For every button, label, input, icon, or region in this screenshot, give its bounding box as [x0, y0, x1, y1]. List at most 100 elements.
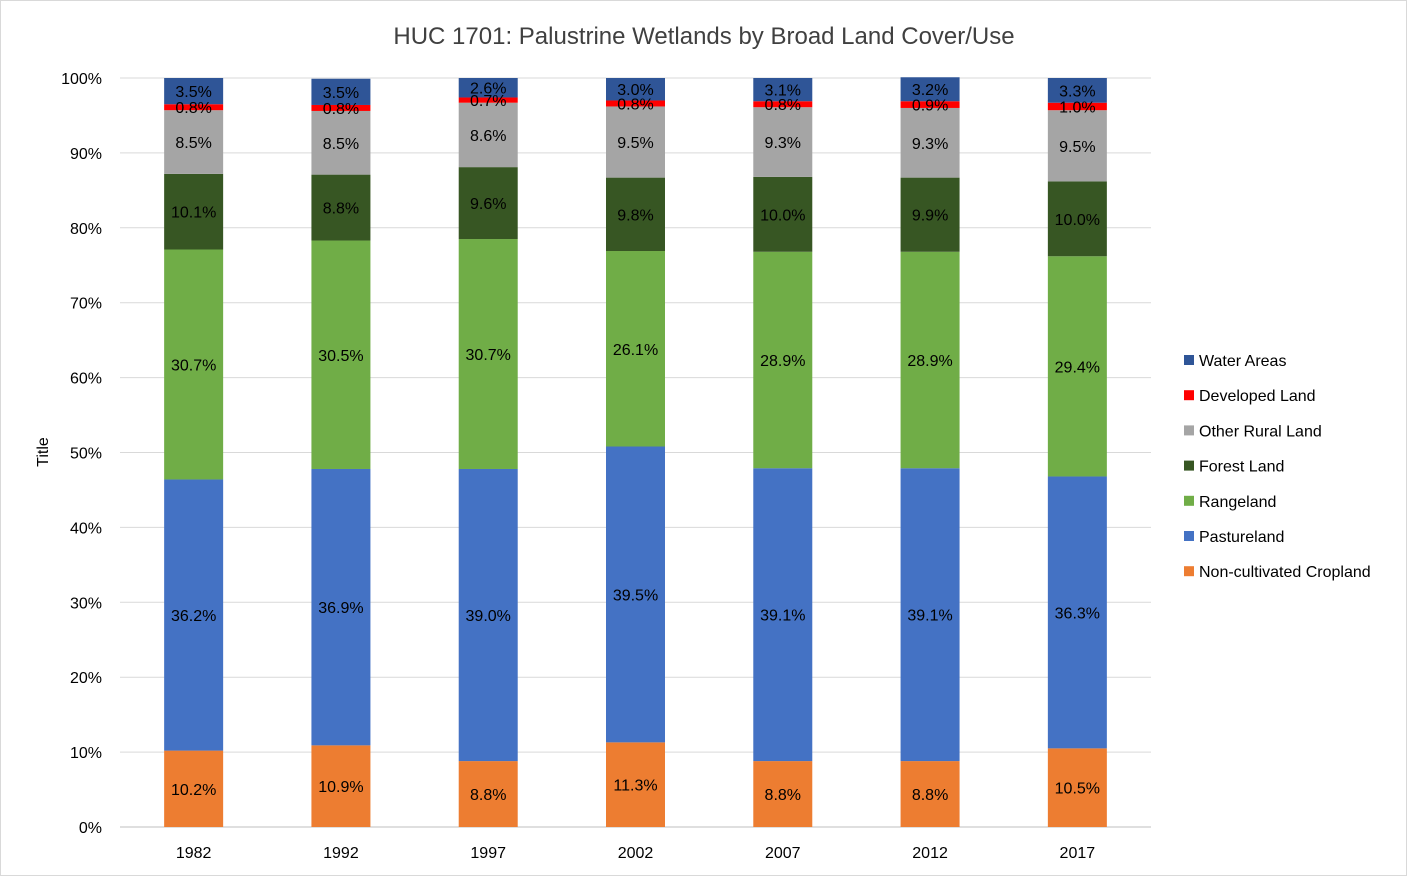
bar-segment — [606, 78, 665, 101]
legend-label: Rangeland — [1199, 494, 1276, 511]
data-label: 10.5% — [1055, 781, 1100, 798]
legend-item: Forest Land — [1184, 459, 1284, 476]
bar-segment — [311, 745, 371, 827]
data-label: 28.9% — [760, 353, 805, 370]
data-label: 36.2% — [171, 608, 216, 625]
data-label: 9.5% — [617, 135, 653, 152]
bar-segment — [900, 251, 960, 469]
bar-segment — [458, 97, 518, 103]
bar-segment — [606, 446, 665, 743]
data-label: 9.3% — [912, 136, 948, 153]
data-label: 36.3% — [1055, 605, 1100, 622]
data-label: 11.3% — [613, 778, 657, 795]
bar-segment — [606, 100, 665, 107]
bar-segment — [311, 104, 371, 111]
data-label: 0.8% — [175, 100, 211, 117]
legend-label: Water Areas — [1199, 353, 1286, 370]
y-tick-label: 80% — [70, 221, 102, 238]
data-label: 8.8% — [765, 787, 801, 804]
bar-segment — [753, 761, 813, 827]
data-label: 10.9% — [318, 779, 363, 796]
data-label: 8.8% — [470, 787, 506, 804]
x-tick-label: 1997 — [470, 845, 506, 862]
legend-item: Other Rural Land — [1184, 423, 1322, 440]
bar-segment — [458, 78, 518, 98]
bar-segment — [900, 107, 960, 178]
y-tick-label: 40% — [70, 520, 102, 537]
data-label: 3.0% — [617, 82, 653, 99]
data-label: 0.8% — [617, 96, 653, 113]
data-label: 26.1% — [613, 342, 658, 359]
x-tick-label: 2002 — [618, 845, 654, 862]
y-tick-label: 50% — [70, 446, 102, 463]
bar-segment — [606, 742, 665, 827]
data-label: 8.8% — [912, 787, 948, 804]
bar-segment — [753, 101, 813, 108]
legend-label: Developed Land — [1199, 388, 1316, 405]
bar-segment — [458, 761, 518, 827]
legend-item: Pastureland — [1184, 529, 1284, 546]
data-label: 9.3% — [765, 135, 801, 152]
x-tick-label: 2007 — [765, 845, 801, 862]
bar-segment — [311, 110, 371, 175]
y-axis-ticks: 0% 10% 20% 30% 40% 50% 60% 70% 80% 90% 100% — [61, 71, 102, 837]
bar-segment — [458, 468, 518, 762]
data-label: 10.2% — [171, 782, 216, 799]
y-axis-title: Title — [35, 437, 52, 467]
legend-swatch — [1184, 390, 1194, 401]
bar-segment — [1047, 110, 1107, 182]
bar-segment — [606, 106, 665, 178]
data-label: 8.5% — [175, 135, 211, 152]
data-label: 39.0% — [466, 608, 511, 625]
legend-label: Other Rural Land — [1199, 423, 1322, 440]
bar-segment — [164, 750, 224, 827]
bar-segment — [753, 107, 813, 177]
data-label: 3.2% — [912, 82, 948, 99]
data-label: 39.1% — [760, 608, 805, 625]
bar-segment — [1047, 102, 1107, 111]
bar-segment — [311, 78, 371, 105]
y-tick-label: 0% — [79, 820, 102, 837]
data-label: 36.9% — [318, 600, 363, 617]
x-tick-label: 2012 — [912, 845, 948, 862]
data-label: 28.9% — [907, 353, 952, 370]
data-label: 10.1% — [171, 205, 216, 222]
chart-title: HUC 1701: Palustrine Wetlands by Broad L… — [393, 23, 1014, 50]
data-label: 0.8% — [323, 101, 359, 118]
data-label: 9.8% — [617, 207, 653, 224]
bar-segment — [753, 251, 813, 469]
data-label: 0.7% — [470, 93, 506, 110]
data-label: 30.5% — [318, 348, 363, 365]
legend-swatch — [1184, 425, 1194, 436]
data-label: 3.5% — [175, 84, 211, 101]
legend-swatch — [1184, 460, 1194, 471]
data-label: 10.0% — [760, 207, 805, 224]
bar-segment — [1047, 476, 1107, 749]
data-label: 30.7% — [171, 357, 216, 374]
bar-segment — [164, 173, 224, 250]
bar-segment — [311, 240, 371, 469]
data-label: 29.4% — [1055, 359, 1100, 376]
y-tick-label: 90% — [70, 146, 102, 163]
legend: Water Areas Developed Land Other Rural Lan… — [1184, 353, 1371, 581]
data-label: 0.9% — [912, 98, 948, 115]
data-labels: 10.2%36.2%30.7%10.1%8.5%0.8%3.5%10.9%36.… — [171, 81, 1100, 804]
data-label: 8.8% — [323, 201, 359, 218]
bar-segment — [1047, 748, 1107, 827]
y-tick-label: 100% — [61, 71, 102, 88]
bars — [164, 77, 1107, 827]
data-label: 39.1% — [907, 608, 952, 625]
bar-segment — [164, 110, 224, 174]
bar-segment — [900, 761, 960, 827]
y-tick-label: 70% — [70, 296, 102, 313]
data-label: 10.0% — [1055, 212, 1100, 229]
y-tick-label: 60% — [70, 371, 102, 388]
legend-item: Developed Land — [1184, 388, 1316, 405]
x-tick-label: 2017 — [1060, 845, 1096, 862]
data-label: 3.5% — [323, 85, 359, 102]
bar-segment — [164, 104, 224, 111]
legend-item: Rangeland — [1184, 494, 1276, 511]
x-tick-label: 1982 — [176, 845, 212, 862]
bar-segment — [458, 167, 518, 240]
